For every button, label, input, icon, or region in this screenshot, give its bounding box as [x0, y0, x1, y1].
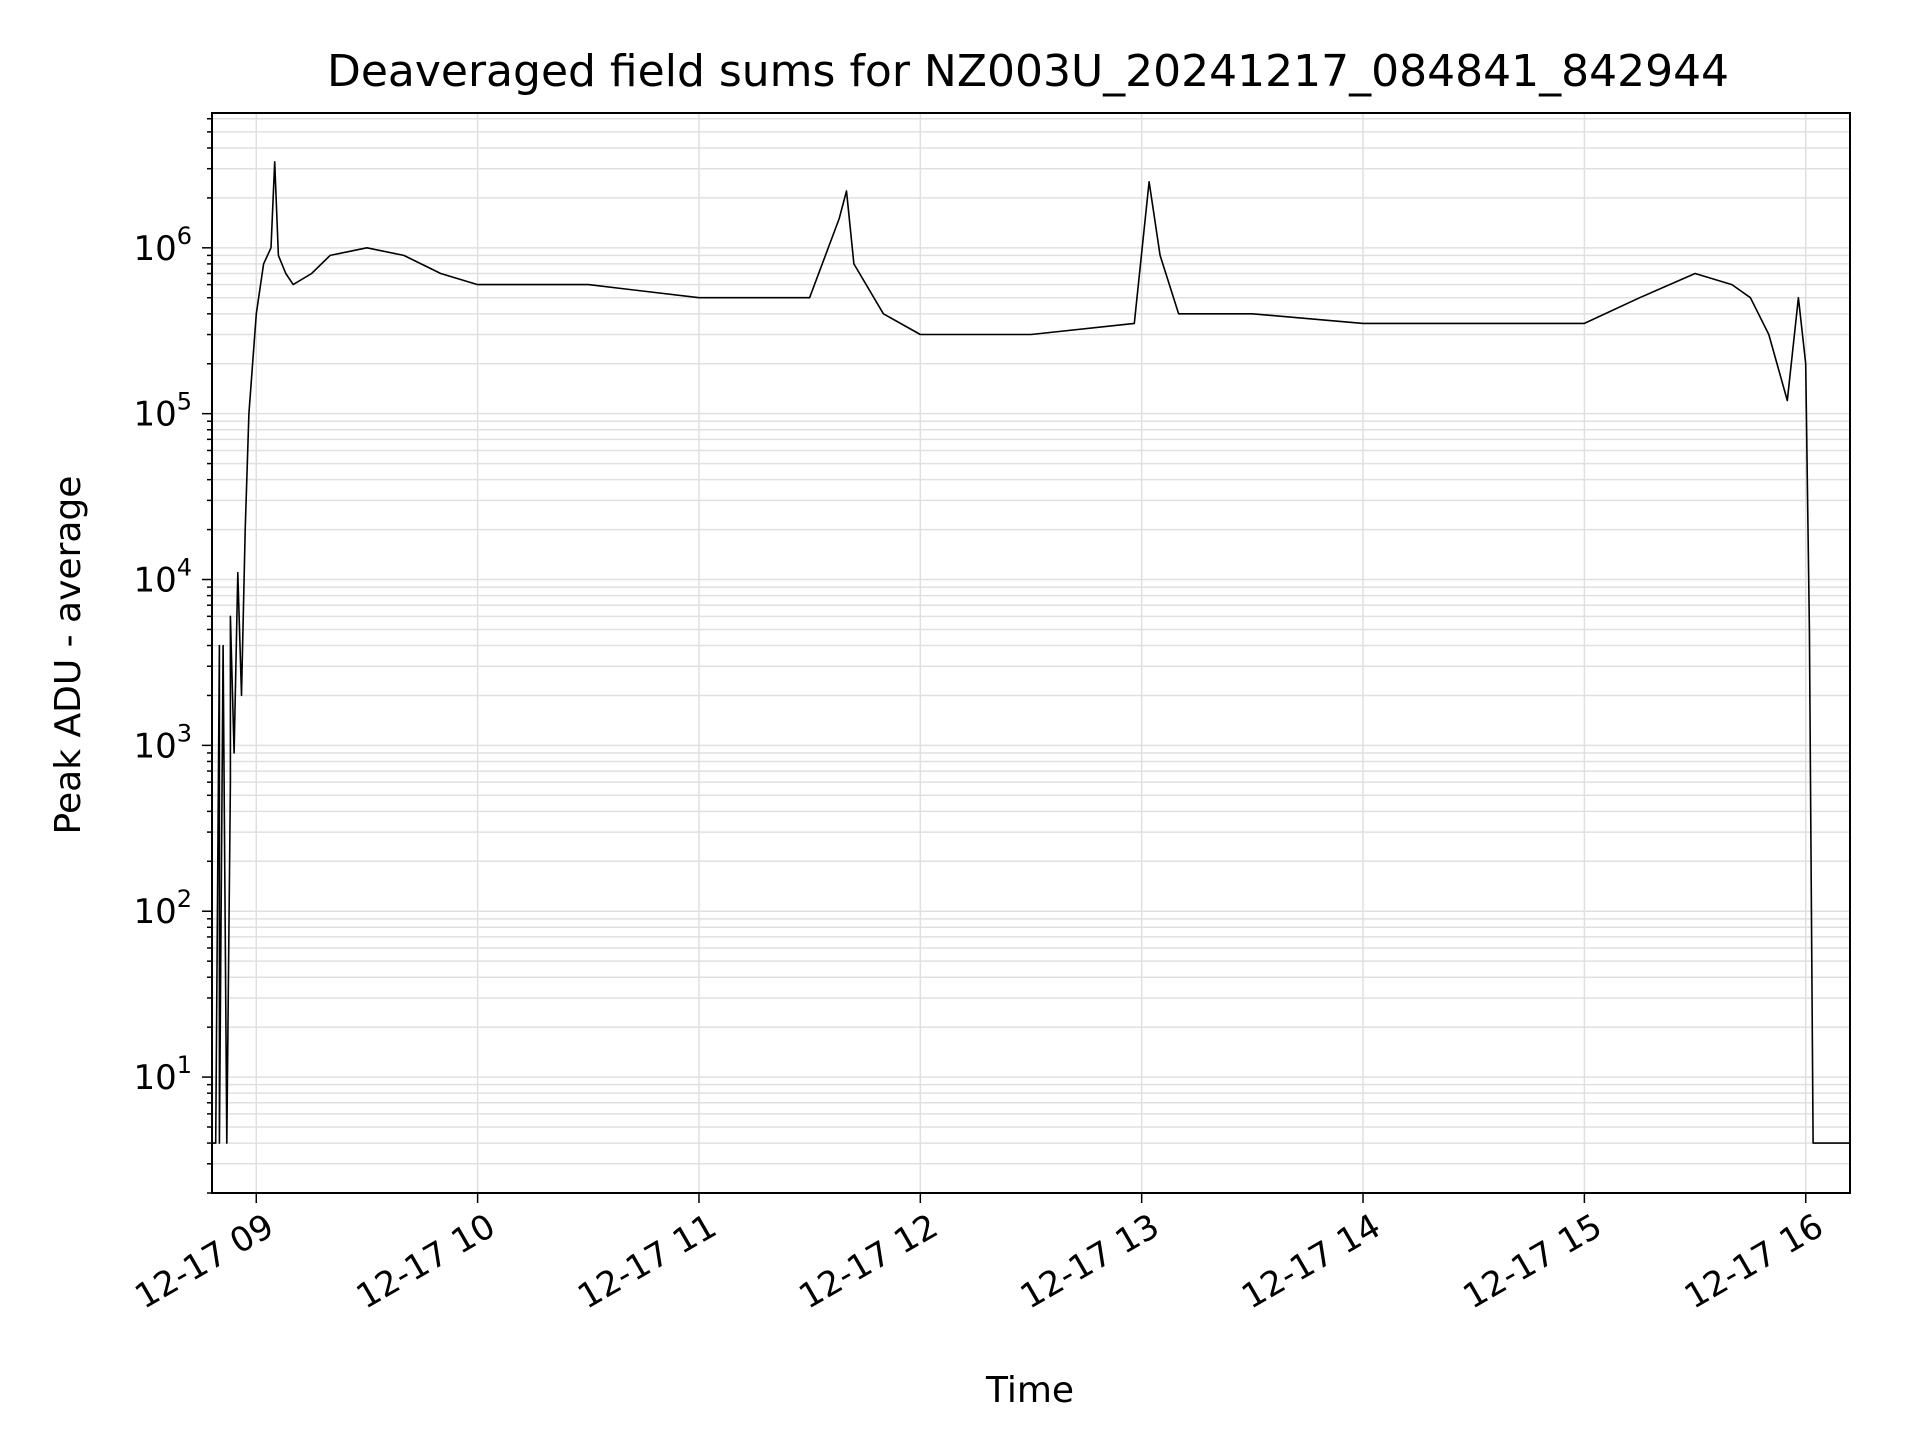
y-axis: 101 102 103 104 105 106 [133, 118, 212, 1194]
data-series-line [212, 161, 1850, 1144]
x-axis-label: Time [985, 1370, 1074, 1411]
y-tick-label: 105 [133, 388, 192, 435]
series-layer [212, 161, 1850, 1144]
y-tick-label: 102 [133, 885, 192, 932]
y-tick-label: 101 [133, 1051, 192, 1098]
chart-title: Deaveraged field sums for NZ003U_2024121… [327, 46, 1729, 97]
grid [212, 113, 1850, 1194]
plot-frame [211, 112, 1851, 1194]
y-tick-label: 104 [133, 554, 192, 601]
y-axis-label: Peak ADU - average [48, 476, 89, 835]
y-tick-label: 103 [133, 719, 192, 766]
y-tick-label: 106 [133, 222, 192, 269]
